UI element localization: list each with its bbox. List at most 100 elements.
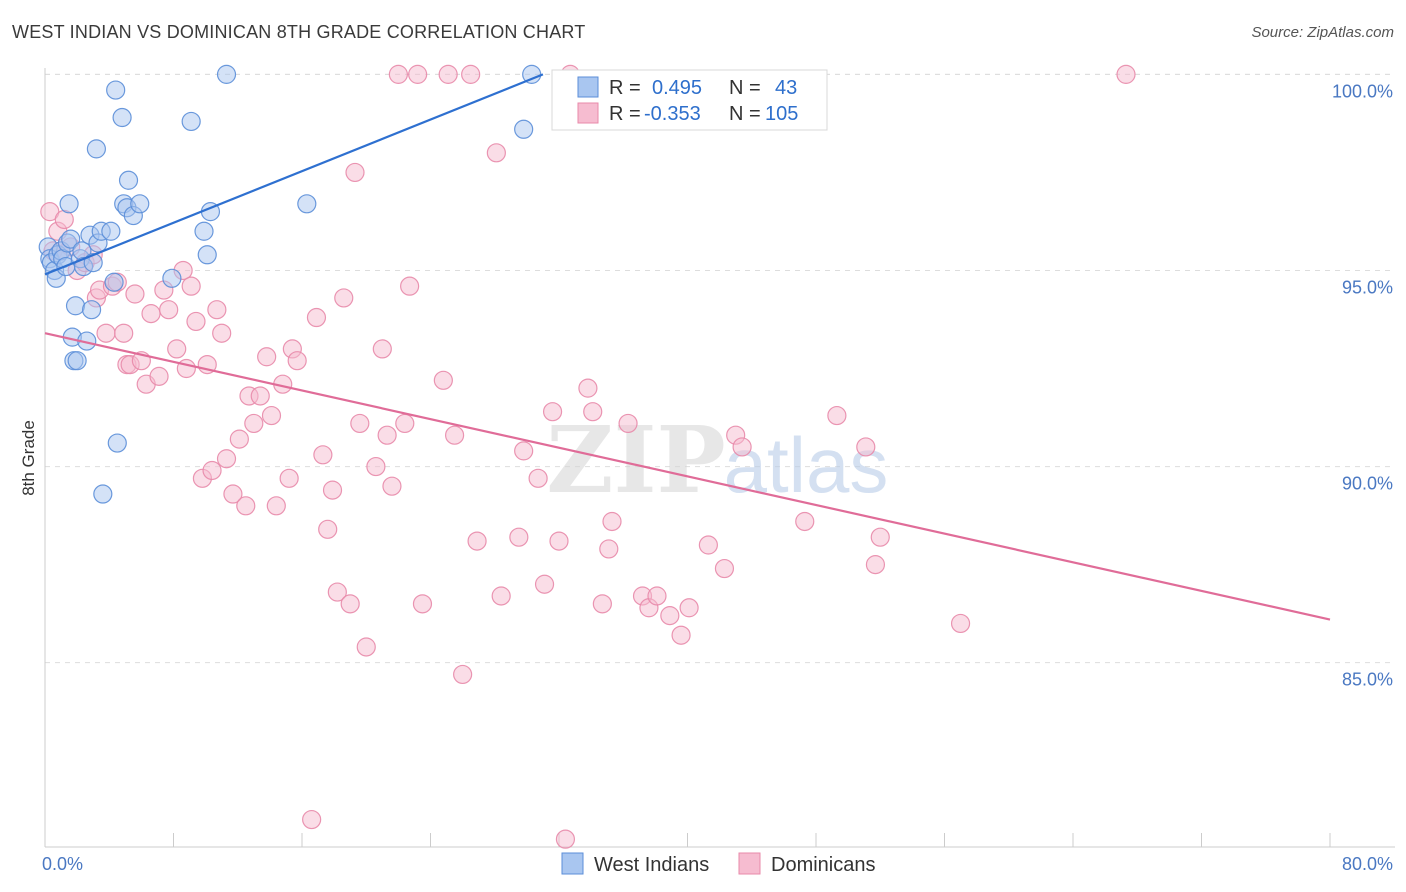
west-indians-point xyxy=(216,64,237,84)
axis-layer: 85.0% 90.0% 95.0% 100.0% 0.0% 80.0% xyxy=(42,68,1395,874)
y-axis-title: 8th Grade xyxy=(19,420,38,496)
west-indians-point xyxy=(61,229,81,249)
dominicans-point xyxy=(599,539,619,559)
west-indians-point xyxy=(65,296,86,316)
dominicans-point xyxy=(660,606,680,626)
west-indians-point xyxy=(83,253,103,273)
legend-label-dominicans: Dominicans xyxy=(771,854,875,876)
dominicans-point xyxy=(318,519,338,539)
dominicans-point xyxy=(583,402,603,422)
dominicans-point xyxy=(592,594,612,614)
dominicans-point xyxy=(542,402,563,422)
x-tick-label-min: 0.0% xyxy=(42,854,83,874)
dominicans-point xyxy=(549,531,569,551)
dominicans-point xyxy=(356,637,376,657)
y-tick-label: 95.0% xyxy=(1342,277,1393,297)
west-indians-point xyxy=(181,111,201,132)
chart-title: WEST INDIAN VS DOMINICAN 8TH GRADE CORRE… xyxy=(12,22,586,42)
west-indians-point xyxy=(104,272,124,292)
dominicans-point xyxy=(795,511,815,532)
dominicans-point xyxy=(141,304,161,324)
legend-swatch-west-indians xyxy=(561,852,584,875)
west-indians-point xyxy=(162,268,182,288)
dominicans-point xyxy=(229,429,249,449)
dominicans-point xyxy=(244,413,264,434)
y-tick-label: 100.0% xyxy=(1332,81,1393,101)
stats-row2-n-value: 105 xyxy=(765,103,798,125)
dominicans-point xyxy=(865,555,886,575)
dominicans-point xyxy=(856,437,876,457)
west-indians-point xyxy=(59,194,79,214)
y-tick-label: 85.0% xyxy=(1342,670,1393,690)
dominicans-point xyxy=(257,347,277,367)
dominicans-point xyxy=(467,531,487,551)
dominicans-point xyxy=(732,437,752,457)
dominicans-point xyxy=(159,300,179,320)
west-indians-trendline xyxy=(44,73,544,276)
west-indians-point xyxy=(86,139,107,159)
stats-legend-swatch-blue xyxy=(577,76,599,98)
dominicans-point xyxy=(438,64,458,84)
stats-row1-r-label: R = xyxy=(609,77,641,99)
west-indians-point xyxy=(130,194,150,214)
x-tick-label-max: 80.0% xyxy=(1342,854,1393,874)
dominicans-point xyxy=(366,456,386,477)
dominicans-point xyxy=(698,535,718,555)
stats-legend: R = 0.495 N = 43 R = -0.353 N = 105 xyxy=(551,69,828,131)
dominicans-point xyxy=(340,594,360,614)
dominicans-point xyxy=(950,613,971,634)
dominicans-point xyxy=(388,64,408,84)
dominicans-point xyxy=(125,284,145,304)
dominicans-point xyxy=(602,511,622,532)
west-indians-point xyxy=(297,194,317,214)
west-indians-point xyxy=(197,245,217,265)
dominicans-point xyxy=(395,413,415,434)
dominicans-point xyxy=(444,425,465,445)
dominicans-point xyxy=(514,441,534,461)
dominicans-point xyxy=(377,425,397,445)
dominicans-point xyxy=(250,386,270,406)
dominicans-point xyxy=(714,558,735,579)
dominicans-point xyxy=(509,527,529,547)
west-indians-point xyxy=(101,221,121,241)
dominicans-point xyxy=(167,339,187,359)
legend-label-west-indians: West Indians xyxy=(594,854,709,876)
dominicans-point xyxy=(555,829,576,849)
dominicans-point xyxy=(287,351,307,371)
dominicans-point xyxy=(322,480,343,500)
stats-row1-n-label: N = xyxy=(729,77,761,99)
dominicans-point xyxy=(491,586,511,606)
stats-row2-r-value: -0.353 xyxy=(644,103,701,125)
dominicans-point xyxy=(266,496,286,516)
dominicans-point xyxy=(453,664,473,685)
dominicans-point xyxy=(1116,64,1136,84)
dominicans-point xyxy=(302,809,322,830)
dominicans-point xyxy=(870,527,890,547)
dominicans-point xyxy=(534,574,555,594)
dominicans-point xyxy=(96,323,116,343)
y-tick-label: 90.0% xyxy=(1342,474,1393,494)
dominicans-point xyxy=(345,162,365,183)
dominicans-point xyxy=(412,594,433,614)
dominicans-point xyxy=(372,339,392,359)
chart-source: Source: ZipAtlas.com xyxy=(1251,24,1394,41)
dominicans-point xyxy=(618,413,638,434)
stats-row2-n-label: N = xyxy=(729,103,761,125)
dominicans-point xyxy=(827,405,847,426)
dominicans-point xyxy=(528,468,548,488)
bottom-legend: West Indians Dominicans xyxy=(561,852,875,876)
dominicans-point xyxy=(212,323,232,343)
points-layer xyxy=(38,64,1136,849)
dominicans-point xyxy=(313,445,333,465)
dominicans-point xyxy=(486,143,506,163)
dominicans-point xyxy=(216,449,237,469)
dominicans-point xyxy=(461,64,481,84)
dominicans-point xyxy=(186,311,206,332)
dominicans-point xyxy=(400,276,420,296)
dominicans-point xyxy=(306,307,327,328)
dominicans-point xyxy=(149,366,169,386)
stats-row2-r-label: R = xyxy=(609,103,641,125)
west-indians-point xyxy=(118,170,139,190)
dominicans-point xyxy=(236,496,256,516)
